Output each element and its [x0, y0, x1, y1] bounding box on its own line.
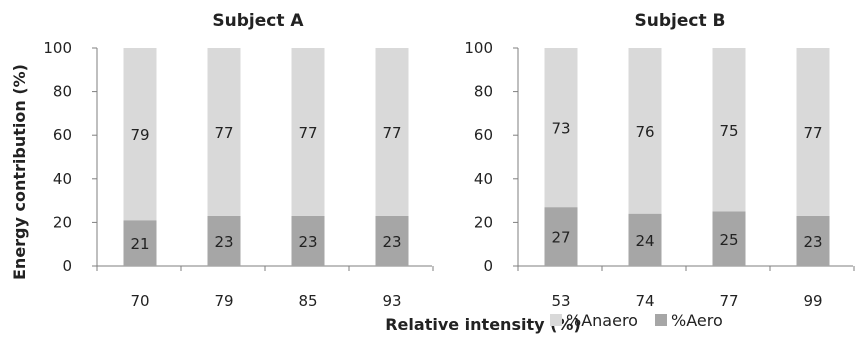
data-label: 25	[719, 231, 738, 249]
x-axis-title: Relative intensity (%)	[385, 315, 581, 334]
y-tick-label: 40	[474, 170, 493, 188]
bar-segment-aero	[712, 211, 746, 266]
x-tick-label: 99	[803, 292, 822, 310]
bar-segment-aero	[123, 220, 157, 266]
y-tick-label: 80	[474, 83, 493, 101]
data-label: 77	[214, 124, 233, 142]
bar-segment-anaero	[375, 48, 409, 216]
bar-segment-anaero	[712, 48, 746, 212]
chart-panel-1: Subject A 0 20 40 60 80 100 21 79 70 23 77 79 23 77 85 2…	[43, 11, 434, 310]
chart-title: Subject B	[635, 11, 726, 31]
x-tick-label: 74	[635, 292, 654, 310]
legend-swatch-aero	[655, 314, 667, 326]
bar-segment-anaero	[123, 48, 157, 221]
legend-label-aero: %Aero	[671, 311, 723, 330]
y-tick-label: 40	[53, 170, 72, 188]
chart-title: Subject A	[212, 11, 304, 31]
x-tick-label: 85	[298, 292, 317, 310]
x-tick-label: 77	[719, 292, 738, 310]
y-tick-label: 60	[53, 126, 72, 144]
y-tick-label: 0	[483, 257, 493, 275]
data-label: 77	[803, 124, 822, 142]
bar-segment-aero	[796, 215, 830, 266]
y-axis-title: Energy contribution (%)	[10, 64, 29, 280]
data-label: 23	[382, 233, 401, 251]
data-label: 21	[130, 235, 149, 253]
x-tick-label: 53	[551, 292, 570, 310]
data-label: 27	[551, 229, 570, 247]
bar-segment-anaero	[544, 48, 578, 208]
bar-segment-aero	[207, 215, 241, 266]
data-label: 73	[551, 120, 570, 138]
chart-panels: Subject A 0 20 40 60 80 100 21 79 70 23 77 79 23 77 85 2…	[43, 11, 855, 310]
data-label: 79	[130, 126, 149, 144]
data-label: 77	[382, 124, 401, 142]
y-tick-label: 100	[43, 39, 72, 57]
y-tick-label: 60	[474, 126, 493, 144]
y-tick-label: 80	[53, 83, 72, 101]
data-label: 77	[298, 124, 317, 142]
y-tick-label: 20	[53, 213, 72, 231]
bar-segment-anaero	[207, 48, 241, 216]
x-tick-label: 70	[130, 292, 149, 310]
data-label: 24	[635, 232, 654, 250]
data-label: 23	[298, 233, 317, 251]
y-tick-label: 100	[464, 39, 493, 57]
legend-swatch-anaero	[550, 314, 562, 326]
data-label: 75	[719, 122, 738, 140]
bar-segment-anaero	[291, 48, 325, 216]
chart-panel-2: Subject B 0 20 40 60 80 100 27 73 53 24 76 74 25 75 77 2…	[464, 11, 855, 310]
legend: %Anaero %Aero	[550, 311, 723, 330]
bar-segment-aero	[628, 213, 662, 266]
data-label: 23	[803, 233, 822, 251]
x-tick-label: 79	[214, 292, 233, 310]
bar-segment-aero	[291, 215, 325, 266]
data-label: 23	[214, 233, 233, 251]
x-tick-label: 93	[382, 292, 401, 310]
data-label: 76	[635, 123, 654, 141]
y-tick-label: 0	[62, 257, 72, 275]
bar-segment-anaero	[796, 48, 830, 216]
legend-label-anaero: %Anaero	[566, 311, 638, 330]
bar-segment-anaero	[628, 48, 662, 214]
bar-segment-aero	[544, 207, 578, 266]
bar-segment-aero	[375, 215, 409, 266]
y-tick-label: 20	[474, 213, 493, 231]
